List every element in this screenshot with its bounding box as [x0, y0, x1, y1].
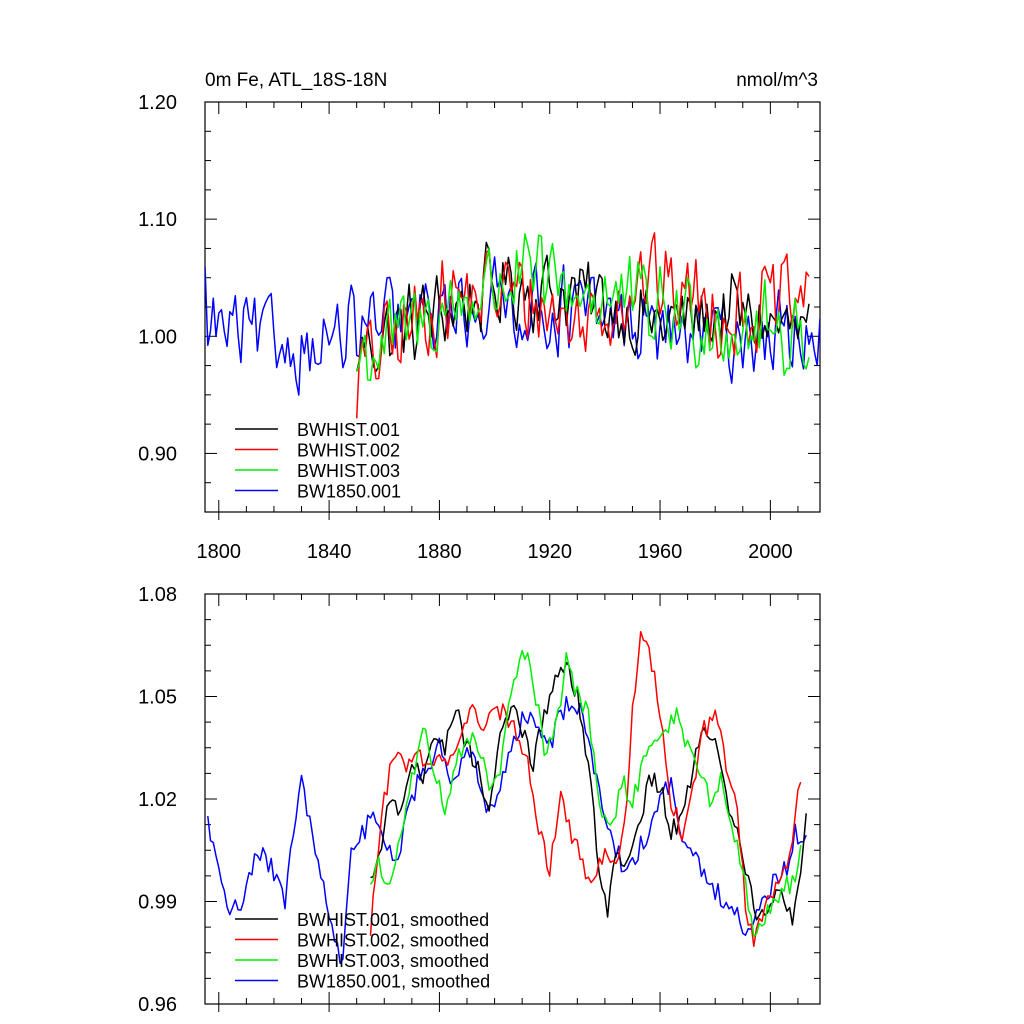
- x-tick-label: 1880: [417, 541, 462, 563]
- series-line: [369, 649, 802, 938]
- y-tick-label: 1.05: [138, 687, 177, 709]
- y-tick-label: 1.08: [138, 584, 177, 606]
- top-panel: 0m Fe, ATL_18S-18N nmol/m^3 0.90 1.00 1.10…: [138, 70, 821, 563]
- series-line: [355, 232, 810, 419]
- x-tick-label: 1800: [197, 541, 242, 563]
- top-y-tick-labels: 0.90 1.00 1.10 1.20: [138, 92, 177, 465]
- legend-label: BWHIST.003: [297, 461, 400, 481]
- y-tick-label: 0.99: [138, 892, 177, 914]
- top-x-tick-labels: 1800 1840 1880 1920 1960 2000: [197, 541, 793, 563]
- series-line: [370, 661, 807, 926]
- legend-label: BWHIST.002: [297, 441, 400, 461]
- series-line: [207, 696, 807, 965]
- legend-label: BWHIST.003, smoothed: [297, 951, 489, 971]
- legend-label: BWHIST.002, smoothed: [297, 931, 489, 951]
- y-tick-label: 0.90: [138, 443, 177, 465]
- top-series-lines: [205, 232, 820, 419]
- x-tick-label: 1960: [638, 541, 683, 563]
- legend-label: BW1850.001, smoothed: [297, 972, 490, 992]
- bottom-y-tick-labels: 0.96 0.99 1.02 1.05 1.08: [138, 584, 177, 1016]
- y-tick-label: 1.20: [138, 92, 177, 114]
- bottom-axis-ticks: [205, 593, 820, 1012]
- legend-label: BWHIST.001: [297, 420, 400, 440]
- legend-label: BWHIST.001, smoothed: [297, 910, 489, 930]
- bottom-panel: 0.96 0.99 1.02 1.05 1.08 BWHIST.001, smoothe…: [138, 584, 821, 1016]
- y-tick-label: 1.02: [138, 789, 177, 811]
- series-line: [369, 630, 802, 948]
- y-tick-label: 1.00: [138, 326, 177, 348]
- x-tick-label: 2000: [748, 541, 793, 563]
- y-tick-label: 0.96: [138, 994, 177, 1016]
- x-tick-label: 1840: [307, 541, 352, 563]
- top-axis-ticks: [205, 101, 820, 520]
- legend-label: BW1850.001: [297, 482, 401, 502]
- series-line: [355, 233, 810, 382]
- series-line: [205, 256, 820, 396]
- top-panel-title: 0m Fe, ATL_18S-18N: [205, 70, 387, 91]
- bottom-series-lines: [207, 630, 807, 965]
- y-tick-label: 1.10: [138, 209, 177, 231]
- top-panel-units: nmol/m^3: [736, 70, 818, 91]
- x-tick-label: 1920: [527, 541, 572, 563]
